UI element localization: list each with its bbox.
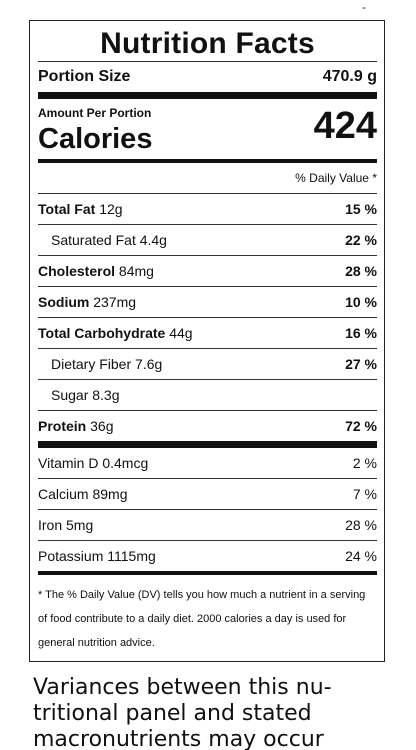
- vitamin-dv: 28 %: [345, 517, 377, 533]
- medium-divider: [38, 159, 377, 163]
- nutrient-amount: 7.6g: [135, 356, 163, 372]
- vitamin-name: Potassium: [38, 548, 104, 564]
- label-title: Nutrition Facts: [100, 27, 315, 60]
- vitamin-amount: 5mg: [66, 517, 94, 533]
- nutrient-dv: 22 %: [345, 232, 377, 248]
- vitamin-dv: 24 %: [345, 548, 377, 564]
- vitamin-name: Iron: [38, 517, 63, 533]
- thick-divider: [38, 441, 377, 448]
- vitamin-dv: 7 %: [352, 486, 377, 502]
- nutrient-dv: 27 %: [345, 356, 377, 372]
- calories-label: Calories: [38, 123, 153, 155]
- nutrient-row-sodium: Sodium 237mg 10 %: [38, 286, 377, 317]
- nutrient-name: Dietary Fiber: [51, 356, 132, 372]
- nutrient-dv: 72 %: [345, 418, 377, 434]
- nutrient-name: Sodium: [38, 294, 90, 310]
- calories-block: Amount Per Portion Calories 424: [38, 99, 377, 159]
- nutrient-row-total-fat: Total Fat 12g 15 %: [38, 193, 377, 224]
- vitamin-amount: 89mg: [92, 486, 128, 502]
- nutrient-amount: 237mg: [93, 294, 137, 310]
- variance-disclaimer: Variances between this nu-tritional pane…: [33, 675, 332, 750]
- nutrient-dv: 28 %: [345, 263, 377, 279]
- vitamin-row-calcium: Calcium 89mg 7 %: [38, 478, 377, 509]
- vitamin-row-potassium: Potassium 1115mg 24 %: [38, 540, 377, 571]
- nutrient-amount: 12g: [99, 201, 123, 217]
- vitamin-amount: 0.4mcg: [102, 455, 149, 471]
- nutrient-dv: 16 %: [345, 325, 377, 341]
- nutrient-amount: 84mg: [118, 263, 154, 279]
- medium-divider: [38, 571, 377, 575]
- nutrient-amount: 36g: [90, 418, 114, 434]
- portion-size-row: Portion Size 470.9 g: [38, 61, 377, 92]
- daily-value-footnote: * The % Daily Value (DV) tells you how m…: [38, 589, 366, 649]
- nutrient-name: Protein: [38, 418, 87, 434]
- nutrition-facts-panel: Nutrition Facts Portion Size 470.9 g Amo…: [29, 20, 385, 662]
- nutrient-name: Total Fat: [38, 201, 96, 217]
- nutrient-row-protein: Protein 36g 72 %: [38, 410, 377, 441]
- nutrient-amount: 44g: [169, 325, 193, 341]
- amount-per-portion: Amount Per Portion: [38, 106, 152, 120]
- calories-value: 424: [313, 105, 377, 147]
- portion-size-value: 470.9 g: [322, 68, 377, 85]
- nutrient-name: Saturated Fat: [51, 232, 136, 248]
- nutrient-row-sugar: Sugar 8.3g: [38, 379, 377, 410]
- daily-value-header: % Daily Value *: [295, 171, 377, 185]
- nutrient-name: Sugar: [51, 387, 89, 403]
- nutrient-dv: 10 %: [345, 294, 377, 310]
- thick-divider: [38, 92, 377, 99]
- vitamin-name: Vitamin D: [38, 455, 99, 471]
- vitamin-row-iron: Iron 5mg 28 %: [38, 509, 377, 540]
- nutrient-row-total-carbohydrate: Total Carbohydrate 44g 16 %: [38, 317, 377, 348]
- nutrient-row-cholesterol: Cholesterol 84mg 28 %: [38, 255, 377, 286]
- vitamin-amount: 1115mg: [107, 548, 156, 564]
- nutrient-row-dietary-fiber: Dietary Fiber 7.6g 27 %: [38, 348, 377, 379]
- nutrient-row-saturated-fat: Saturated Fat 4.4g 22 %: [38, 224, 377, 255]
- nutrient-name: Total Carbohydrate: [38, 325, 166, 341]
- nutrient-dv: 15 %: [345, 201, 377, 217]
- nutrient-amount: 4.4g: [139, 232, 167, 248]
- corner-mark: -: [362, 0, 366, 14]
- vitamin-name: Calcium: [38, 486, 89, 502]
- vitamin-row-vitamin-d: Vitamin D 0.4mcg 2 %: [38, 448, 377, 478]
- nutrient-amount: 8.3g: [92, 387, 120, 403]
- portion-size-label: Portion Size: [38, 68, 131, 85]
- nutrient-name: Cholesterol: [38, 263, 116, 279]
- vitamin-dv: 2 %: [352, 455, 377, 471]
